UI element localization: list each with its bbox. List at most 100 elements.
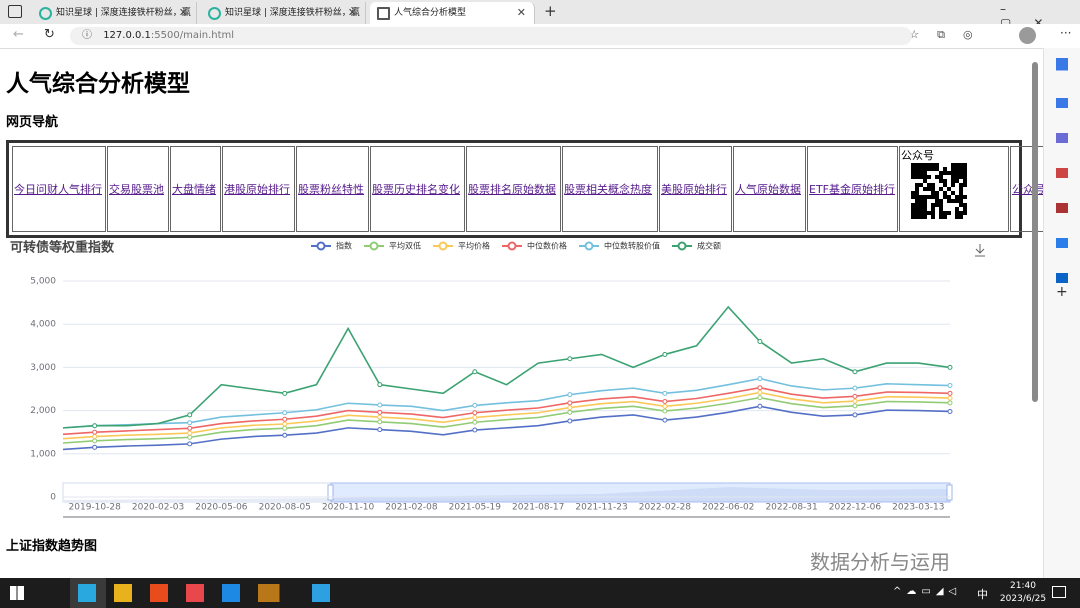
nav-link[interactable]: 股票粉丝特性 bbox=[298, 183, 364, 196]
nav-link[interactable]: 股票历史排名变化 bbox=[372, 183, 460, 196]
profile[interactable] bbox=[1019, 27, 1036, 44]
tab[interactable]: 知识星球 | 深度连接铁杆粉丝，赢 ✕ bbox=[32, 2, 197, 24]
nav-link[interactable]: 股票相关概念热度 bbox=[564, 183, 652, 196]
qr-module bbox=[935, 175, 939, 179]
qr-module bbox=[919, 207, 923, 211]
qr-module bbox=[919, 215, 923, 219]
qr-module bbox=[911, 171, 915, 175]
point bbox=[282, 425, 288, 431]
qr-module bbox=[959, 171, 963, 175]
qr-module bbox=[923, 211, 927, 215]
sidebar-icons[interactable] bbox=[1056, 58, 1068, 308]
zoom-handle[interactable] bbox=[327, 484, 334, 501]
point bbox=[757, 338, 763, 344]
legend-swatch-dot bbox=[677, 241, 687, 251]
new-tab[interactable]: + bbox=[544, 2, 557, 20]
nav-link[interactable]: 港股原始排行 bbox=[224, 183, 290, 196]
scrollbar[interactable] bbox=[1031, 52, 1039, 578]
qr-module bbox=[919, 199, 923, 203]
sidebar-add[interactable]: + bbox=[1056, 284, 1068, 300]
qr-module bbox=[939, 211, 943, 215]
tab-close: ✕ bbox=[516, 6, 526, 19]
qr-module bbox=[927, 211, 931, 215]
nav-link[interactable]: 大盘情绪 bbox=[172, 183, 216, 196]
legend-swatch-dot bbox=[507, 241, 517, 251]
qr-module bbox=[963, 203, 967, 207]
point bbox=[377, 402, 383, 408]
qr-module bbox=[923, 163, 927, 167]
legend-swatch-dot bbox=[369, 241, 379, 251]
start-button[interactable] bbox=[10, 586, 24, 600]
qr-module bbox=[915, 195, 919, 199]
qr-module bbox=[919, 211, 923, 215]
point bbox=[187, 412, 193, 418]
qr-module bbox=[931, 215, 935, 219]
tab[interactable]: 知识星球 | 深度连接铁杆粉丝，赢 ✕ bbox=[201, 2, 366, 24]
taskbar-apps[interactable] bbox=[78, 584, 438, 602]
legend-label[interactable]: 成交额 bbox=[697, 241, 721, 251]
nav-link[interactable]: ETF基金原始排行 bbox=[809, 183, 895, 196]
tray-icons[interactable]: ^☁▭◢◁ bbox=[893, 586, 962, 597]
zoom-window[interactable] bbox=[330, 482, 951, 503]
ime[interactable]: 中 bbox=[977, 588, 988, 601]
tab-icon bbox=[208, 7, 221, 20]
download-icon[interactable] bbox=[975, 244, 985, 257]
back[interactable]: ← bbox=[13, 27, 24, 42]
point bbox=[947, 408, 953, 414]
point bbox=[567, 409, 573, 415]
x-tick-label: 2021-08-17 bbox=[512, 503, 564, 513]
qr-module bbox=[931, 207, 935, 211]
qr-module bbox=[959, 191, 963, 195]
legend-label[interactable]: 平均双低 bbox=[389, 241, 421, 251]
clock[interactable]: 21:40 2023/6/25 bbox=[998, 580, 1048, 606]
nav-link[interactable]: 美股原始排行 bbox=[661, 183, 727, 196]
nav-cell: 港股原始排行 bbox=[222, 146, 295, 232]
legend-label[interactable]: 指数 bbox=[336, 241, 352, 251]
qr-module bbox=[927, 187, 931, 191]
qr-module bbox=[935, 203, 939, 207]
qr-module bbox=[955, 171, 959, 175]
point bbox=[377, 414, 383, 420]
legend-label[interactable]: 中位数价格 bbox=[527, 241, 567, 251]
qr-module bbox=[915, 187, 919, 191]
qr-module bbox=[931, 191, 935, 195]
point bbox=[662, 390, 668, 396]
qr-module bbox=[963, 175, 967, 179]
qr-module bbox=[915, 171, 919, 175]
qr-module bbox=[955, 207, 959, 211]
menu[interactable]: ··· bbox=[1060, 26, 1072, 40]
qr-module bbox=[963, 211, 967, 215]
qr-module bbox=[919, 195, 923, 199]
qr-module bbox=[959, 175, 963, 179]
legend-label[interactable]: 平均价格 bbox=[458, 241, 490, 251]
point bbox=[852, 393, 858, 399]
point bbox=[947, 395, 953, 401]
series-line bbox=[62, 305, 951, 429]
qr-module bbox=[959, 187, 963, 191]
tab-menu[interactable] bbox=[8, 5, 22, 18]
nav-link[interactable]: 今日问财人气排行 bbox=[14, 183, 102, 196]
nav-link[interactable]: 交易股票池 bbox=[109, 183, 164, 196]
scroll-thumb[interactable] bbox=[1032, 62, 1038, 402]
y-tick-label: 5,000 bbox=[30, 277, 56, 287]
nav-link[interactable]: 人气原始数据 bbox=[735, 183, 801, 196]
nav-link[interactable]: 股票排名原始数据 bbox=[468, 183, 556, 196]
notifications[interactable] bbox=[1052, 586, 1066, 598]
point bbox=[282, 390, 288, 396]
qr-module bbox=[955, 163, 959, 167]
nav-cell: 交易股票池 bbox=[107, 146, 169, 232]
qr-module bbox=[923, 175, 927, 179]
x-tick-label: 2023-03-13 bbox=[892, 503, 944, 513]
zoom-handle[interactable] bbox=[946, 484, 953, 501]
reload[interactable]: ↻ bbox=[44, 27, 55, 42]
qr-module bbox=[915, 215, 919, 219]
legend-label[interactable]: 中位数转股价值 bbox=[604, 241, 660, 251]
x-tick-label: 2021-02-08 bbox=[385, 503, 438, 513]
tab[interactable]: 人气综合分析模型 ✕ bbox=[370, 2, 535, 24]
qr-module bbox=[963, 179, 967, 183]
url-field[interactable]: ⓘ 127.0.0.1:5500/main.html bbox=[70, 27, 912, 45]
download-glyph bbox=[975, 244, 985, 257]
qr-module bbox=[935, 191, 939, 195]
point bbox=[567, 392, 573, 398]
